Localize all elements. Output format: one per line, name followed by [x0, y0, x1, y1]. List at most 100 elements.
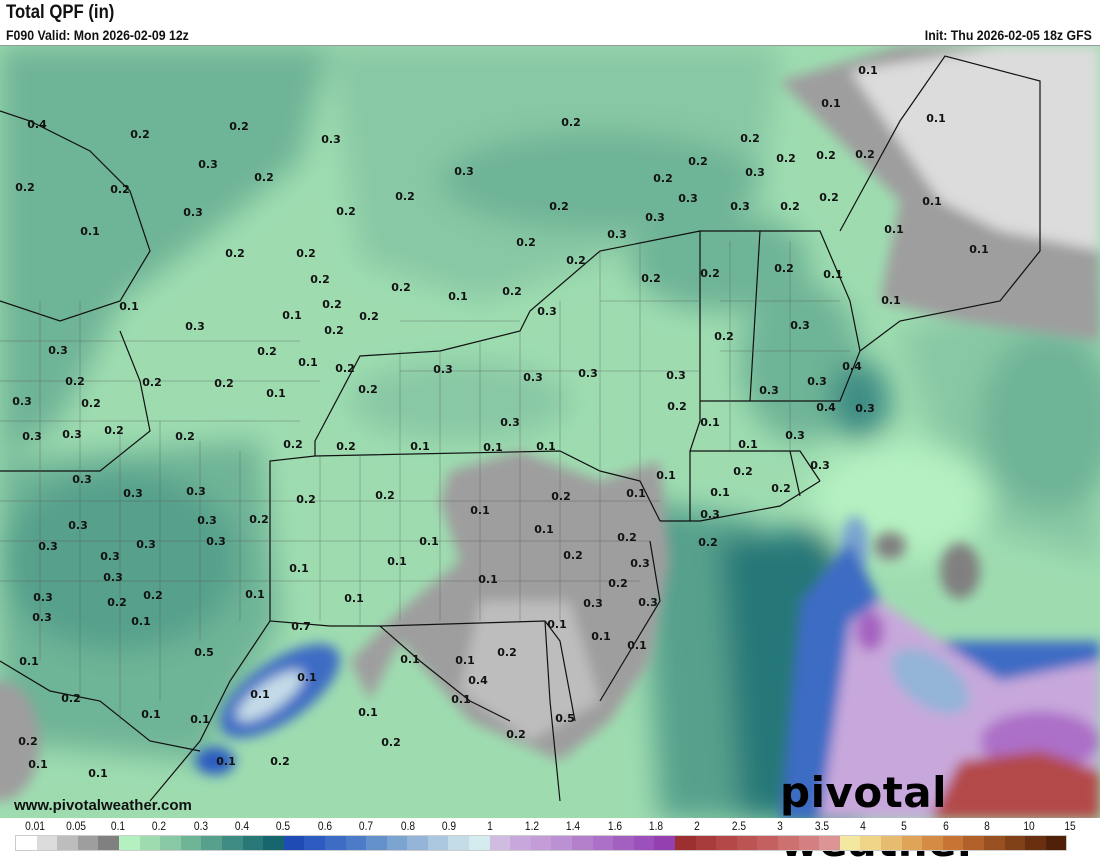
contour-label: 0.1 [626, 487, 646, 500]
legend-swatch [180, 836, 202, 850]
contour-label: 0.1 [282, 309, 302, 322]
contour-label: 0.2 [130, 128, 150, 141]
legend-label: 0.5 [276, 819, 291, 833]
contour-label: 0.2 [641, 272, 661, 285]
legend-swatch [798, 836, 820, 850]
legend-label: 4 [860, 819, 866, 833]
contour-label: 0.2 [375, 489, 395, 502]
contour-label: 0.3 [123, 487, 143, 500]
contour-label: 0.1 [216, 755, 236, 768]
contour-label: 0.2 [688, 155, 708, 168]
contour-label: 0.7 [291, 620, 311, 633]
legend-label: 5 [901, 819, 908, 833]
legend-label: 3 [777, 819, 784, 833]
contour-label: 0.1 [266, 387, 286, 400]
contour-label: 0.3 [33, 591, 53, 604]
contour-label: 0.2 [214, 377, 234, 390]
legend-swatch [942, 836, 964, 850]
legend-label: 3.5 [814, 819, 829, 833]
contour-label: 0.3 [136, 538, 156, 551]
county-lines [0, 241, 850, 721]
legend-swatch [551, 836, 573, 850]
contour-label: 0.3 [100, 550, 120, 563]
contour-label: 0.3 [22, 430, 42, 443]
contour-label: 0.3 [321, 133, 341, 146]
contour-label: 0.1 [478, 573, 498, 586]
contour-label: 0.2 [257, 345, 277, 358]
legend-swatch [880, 836, 902, 850]
contour-label: 0.3 [12, 395, 32, 408]
contour-label: 0.3 [68, 519, 88, 532]
contour-label: 0.3 [38, 540, 58, 553]
contour-label: 0.3 [198, 158, 218, 171]
legend-swatch [448, 836, 470, 850]
contour-label: 0.3 [183, 206, 203, 219]
legend-label: 2.5 [731, 819, 746, 833]
contour-label: 0.1 [455, 654, 475, 667]
legend-swatch [407, 836, 428, 850]
contour-label: 0.2 [733, 465, 753, 478]
contour-label: 0.2 [549, 200, 569, 213]
legend-swatch [469, 836, 490, 850]
contour-label: 0.2 [336, 205, 356, 218]
contour-label: 0.2 [855, 148, 875, 161]
contour-label: 0.2 [551, 490, 571, 503]
legend-label: 1.4 [566, 819, 581, 833]
contour-label: 0.1 [344, 592, 364, 605]
contour-label: 0.1 [448, 290, 468, 303]
contour-label: 0.1 [131, 615, 151, 628]
contour-label: 0.2 [229, 120, 249, 133]
contour-label: 0.3 [666, 369, 686, 382]
contour-label: 0.1 [88, 767, 108, 780]
contour-label: 0.3 [433, 363, 453, 376]
contour-label: 0.3 [186, 485, 206, 498]
contour-label: 0.2 [310, 273, 330, 286]
legend-swatch [613, 836, 634, 850]
contour-label: 0.2 [296, 493, 316, 506]
legend-label: 0.3 [193, 819, 208, 833]
contour-label: 0.1 [536, 440, 556, 453]
contour-label: 0.3 [48, 344, 68, 357]
contour-label: 0.2 [776, 152, 796, 165]
legend-swatch [572, 836, 593, 850]
contour-label: 0.4 [27, 118, 47, 131]
contour-label: 0.2 [336, 440, 356, 453]
contour-label: 0.1 [250, 688, 270, 701]
contour-label: 0.1 [141, 708, 161, 721]
legend-label: 0.6 [317, 819, 332, 833]
legend-label: 15 [1064, 819, 1076, 833]
contour-label: 0.4 [816, 401, 836, 414]
contour-label: 0.2 [322, 298, 342, 311]
contour-label: 0.2 [714, 330, 734, 343]
contour-label: 0.2 [497, 646, 517, 659]
contour-label: 0.2 [359, 310, 379, 323]
contour-label: 0.1 [19, 655, 39, 668]
legend-swatch [489, 836, 511, 850]
contour-label: 0.1 [926, 112, 946, 125]
contour-label: 0.1 [700, 416, 720, 429]
legend-swatch [757, 836, 778, 850]
contour-label: 0.1 [297, 671, 317, 684]
legend-swatch [221, 836, 243, 850]
contour-label: 0.2 [225, 247, 245, 260]
legend-swatch [510, 836, 531, 850]
contour-label: 0.1 [387, 555, 407, 568]
legend-swatch [160, 836, 181, 850]
legend-swatch [304, 836, 325, 850]
legend-swatch [386, 836, 408, 850]
contour-label: 0.1 [547, 618, 567, 631]
contour-label: 0.2 [700, 267, 720, 280]
contour-labels: 0.4 0.2 0.2 0.3 0.2 0.3 0.2 0.3 0.2 0.2 0.2 0.2 0.3 0… [12, 64, 989, 780]
contour-label: 0.3 [197, 514, 217, 527]
contour-label: 0.1 [419, 535, 439, 548]
contour-label: 0.3 [745, 166, 765, 179]
contour-label: 0.5 [555, 712, 575, 725]
contour-label: 0.3 [537, 305, 557, 318]
legend-swatch [345, 836, 367, 850]
contour-label: 0.2 [561, 116, 581, 129]
contour-label: 0.3 [103, 571, 123, 584]
legend-swatch [530, 836, 552, 850]
contour-label: 0.2 [18, 735, 38, 748]
legend-swatch [16, 836, 37, 850]
contour-label: 0.1 [190, 713, 210, 726]
